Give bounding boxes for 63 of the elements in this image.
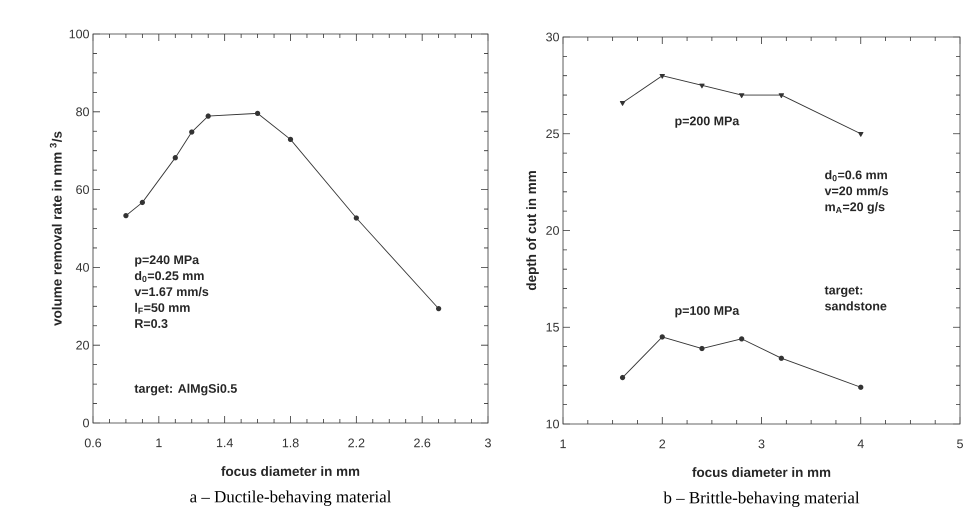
annotation: sandstone bbox=[825, 301, 886, 310]
x-axis-title: focus diameter in mm bbox=[692, 467, 830, 478]
x-tick-label: 1 bbox=[156, 438, 162, 448]
point bbox=[140, 200, 146, 206]
x-tick-label: 2 bbox=[659, 440, 666, 448]
y-tick-label: 80 bbox=[76, 107, 89, 116]
point bbox=[254, 110, 260, 116]
point bbox=[620, 374, 626, 380]
y-tick-label: 40 bbox=[76, 262, 89, 272]
y-axis-title: volume removal rate in mm $^{3}$/s bbox=[50, 132, 62, 326]
x-axis-title: focus diameter in mm bbox=[221, 466, 360, 476]
point bbox=[189, 129, 194, 135]
y-tick-label: 25 bbox=[546, 129, 559, 138]
x-tick-label: 3 bbox=[485, 438, 491, 448]
y-tick-label: 100 bbox=[70, 30, 89, 38]
y-tick-label: 15 bbox=[546, 322, 559, 332]
x-tick-label: 4 bbox=[858, 440, 864, 448]
point bbox=[660, 74, 665, 79]
x-tick-label: 2.6 bbox=[414, 438, 430, 448]
x-tick-label: 1 bbox=[560, 440, 566, 448]
point bbox=[858, 384, 864, 390]
point bbox=[699, 84, 705, 88]
annotation: v=20 mm/s bbox=[824, 186, 888, 196]
point bbox=[206, 113, 211, 119]
point bbox=[660, 334, 665, 340]
point bbox=[738, 93, 744, 98]
text: a – Ductile-behaving material bbox=[190, 490, 392, 506]
point bbox=[739, 336, 744, 342]
y-tick-label: 20 bbox=[546, 226, 559, 235]
annotation: d$_{0}$=0.25 mm bbox=[134, 270, 204, 282]
annotation: l$_{F}$=50 mm bbox=[135, 302, 190, 314]
point bbox=[172, 155, 178, 160]
point bbox=[123, 213, 129, 218]
y-tick-label: 10 bbox=[546, 420, 559, 428]
annotation: p=240 MPa bbox=[135, 255, 200, 267]
annotation: target: AlMgSi0.5 bbox=[134, 384, 237, 396]
x-tick-label: 1.8 bbox=[282, 438, 299, 448]
y-tick-label: 0 bbox=[83, 418, 89, 428]
text: b – Brittle-behaving material bbox=[663, 492, 860, 507]
annotation: v=1.67 mm/s bbox=[134, 286, 208, 296]
series-label: p=100 MPa bbox=[675, 306, 740, 318]
point bbox=[699, 346, 705, 352]
annotation: m$_{A}$=20 g/s bbox=[825, 202, 885, 214]
point bbox=[778, 93, 784, 98]
y-axis-title: depth of cut in mm bbox=[526, 171, 539, 290]
series-label: p=200 MPa bbox=[675, 116, 740, 128]
point bbox=[858, 132, 864, 137]
annotation: R=0.3 bbox=[135, 319, 168, 328]
x-tick-label: 1.4 bbox=[216, 438, 233, 448]
y-tick-label: 20 bbox=[76, 340, 89, 350]
annotation: d$_{0}$=0.6 mm bbox=[825, 170, 887, 182]
point bbox=[288, 136, 294, 142]
x-tick-label: 5 bbox=[957, 440, 963, 448]
x-tick-label: 3 bbox=[758, 440, 764, 448]
y-tick-label: 60 bbox=[76, 185, 89, 194]
point bbox=[436, 306, 442, 312]
point bbox=[778, 356, 784, 361]
y-tick-label: 30 bbox=[546, 32, 559, 42]
x-tick-label: 2.2 bbox=[348, 438, 364, 448]
point bbox=[354, 215, 359, 221]
point bbox=[620, 101, 626, 106]
annotation: target: bbox=[824, 286, 862, 298]
x-tick-label: 0.6 bbox=[84, 438, 102, 448]
